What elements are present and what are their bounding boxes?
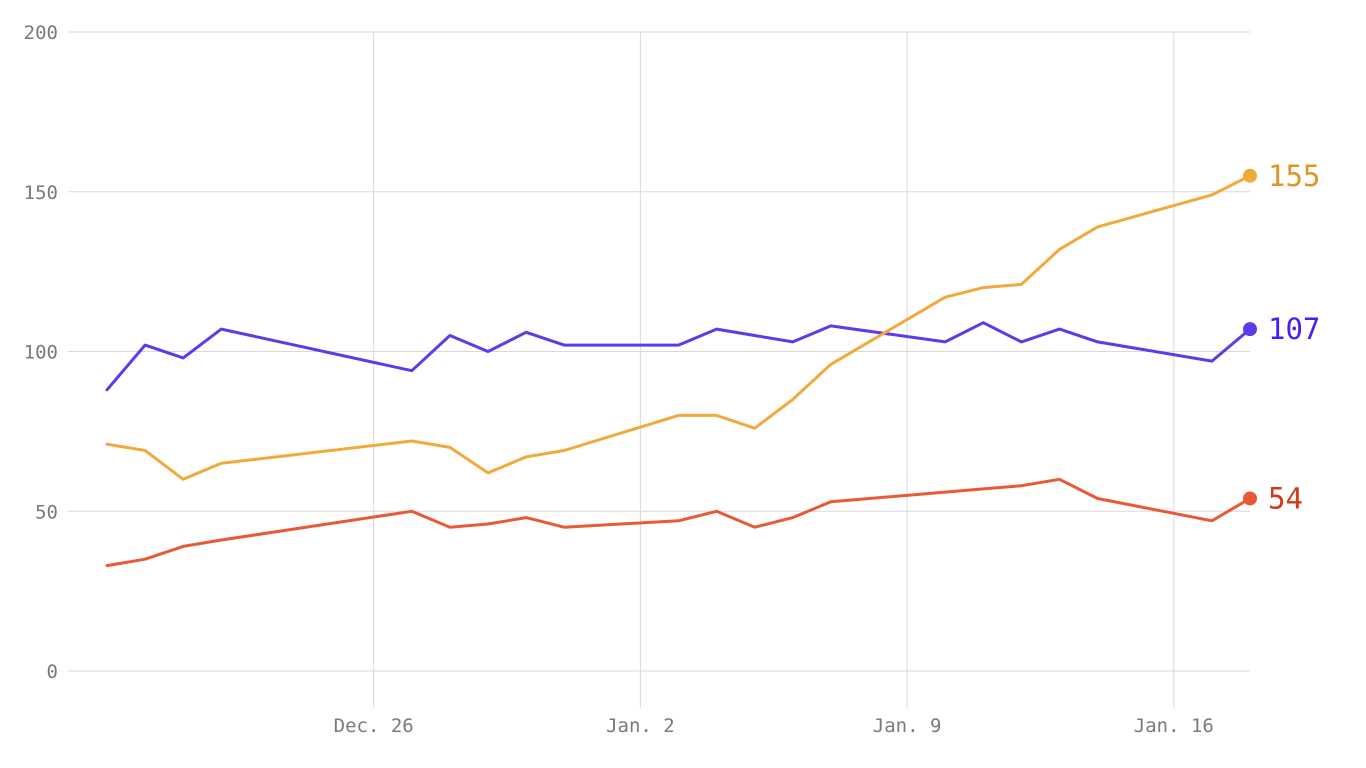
data-point — [181, 544, 185, 548]
data-point — [486, 522, 490, 526]
data-point — [1096, 225, 1100, 229]
data-point — [1058, 477, 1062, 481]
data-point — [562, 449, 566, 453]
data-point — [1019, 484, 1023, 488]
data-point — [181, 477, 185, 481]
data-point — [410, 509, 414, 513]
y-tick-label: 0 — [47, 661, 58, 683]
data-point — [1096, 496, 1100, 500]
data-point — [981, 286, 985, 290]
data-point — [143, 343, 147, 347]
axes: 0 50 100 150 200 Dec. 26 Jan. 2 Jan. 9 Jan. 16 — [24, 22, 1214, 737]
data-point — [143, 449, 147, 453]
data-point — [1210, 519, 1214, 523]
data-point — [486, 350, 490, 354]
data-point — [791, 516, 795, 520]
data-point — [1210, 359, 1214, 363]
data-point — [829, 362, 833, 366]
x-tick-label: Dec. 26 — [334, 715, 414, 737]
data-point — [753, 426, 757, 430]
series-line-1 — [105, 174, 1252, 481]
data-point — [1019, 340, 1023, 344]
series-end-marker — [1243, 491, 1257, 506]
x-tick-label: Jan. 2 — [606, 715, 675, 737]
data-point — [981, 321, 985, 325]
data-point — [105, 564, 109, 568]
data-point — [486, 471, 490, 475]
data-point — [1019, 282, 1023, 286]
data-point — [219, 538, 223, 542]
data-point — [791, 397, 795, 401]
data-point — [105, 442, 109, 446]
data-point — [715, 509, 719, 513]
data-point — [753, 334, 757, 338]
data-point — [105, 388, 109, 392]
y-tick-label: 50 — [35, 501, 58, 523]
data-point — [219, 461, 223, 465]
data-point — [715, 327, 719, 331]
data-point — [1058, 247, 1062, 251]
data-point — [677, 413, 681, 417]
data-point — [943, 295, 947, 299]
data-point — [448, 525, 452, 529]
data-point — [410, 439, 414, 443]
data-point — [829, 500, 833, 504]
data-point — [410, 369, 414, 373]
data-point — [562, 343, 566, 347]
series-end-marker — [1243, 322, 1257, 337]
end-labels: 107 155 54 — [1243, 159, 1320, 515]
x-tick-label: Jan. 16 — [1134, 715, 1214, 737]
data-point — [677, 343, 681, 347]
series-end-label: 155 — [1268, 159, 1320, 193]
data-point — [791, 340, 795, 344]
data-point — [181, 356, 185, 360]
data-point — [753, 525, 757, 529]
x-tick-label: Jan. 9 — [873, 715, 942, 737]
data-point — [524, 330, 528, 334]
data-point — [448, 334, 452, 338]
series-end-label: 54 — [1268, 481, 1303, 515]
data-point — [219, 327, 223, 331]
series-end-label: 107 — [1268, 312, 1320, 346]
series-end-marker — [1243, 168, 1257, 183]
data-point — [677, 519, 681, 523]
grid — [68, 31, 1250, 708]
data-point — [943, 340, 947, 344]
data-point — [715, 413, 719, 417]
data-point — [143, 557, 147, 561]
data-point — [562, 525, 566, 529]
series-line-0 — [105, 321, 1252, 392]
data-point — [829, 324, 833, 328]
y-tick-label: 150 — [24, 182, 58, 204]
data-point — [943, 490, 947, 494]
y-tick-label: 200 — [24, 22, 58, 44]
series-line-2 — [105, 477, 1252, 568]
data-point — [981, 487, 985, 491]
series-lines — [105, 174, 1252, 568]
y-tick-label: 100 — [24, 342, 58, 364]
data-point — [448, 445, 452, 449]
data-point — [1058, 327, 1062, 331]
data-point — [1210, 193, 1214, 197]
data-point — [1096, 340, 1100, 344]
data-point — [524, 516, 528, 520]
data-point — [524, 455, 528, 459]
